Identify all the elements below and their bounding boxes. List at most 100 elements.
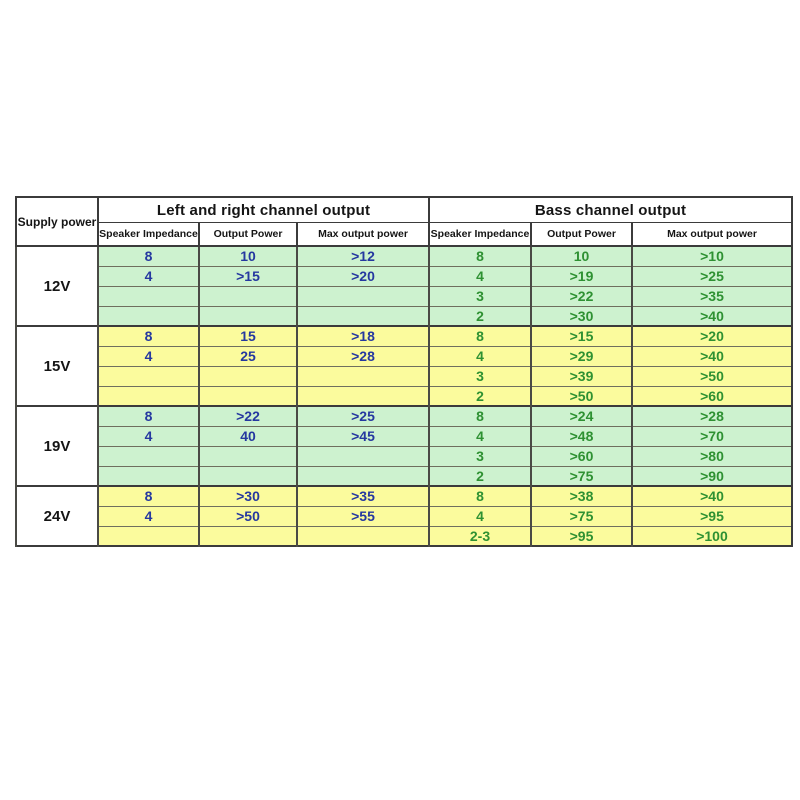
- bass-channel-cell: 10: [530, 245, 633, 267]
- bass-channel-cell: >20: [631, 325, 793, 347]
- bass-channel-cell: >39: [530, 365, 633, 387]
- bass-channel-cell: 2-3: [428, 525, 532, 547]
- lr-channel-cell: [296, 465, 430, 487]
- table-row: 4 >50 >55 4 >75 >95: [16, 505, 793, 527]
- table-row: 2 >75 >90: [16, 465, 793, 487]
- supply-voltage-19v: 19V: [15, 405, 99, 487]
- lr-channel-cell: >30: [198, 485, 298, 507]
- table-row: 15V 8 15 >18 8 >15 >20: [15, 325, 793, 407]
- bass-channel-cell: >10: [631, 245, 793, 267]
- bass-channel-cell: 8: [428, 245, 532, 267]
- lr-channel-cell: [198, 445, 298, 467]
- lr-channel-cell: 8: [97, 405, 200, 427]
- subheader-bass-speaker-impedance: Speaker Impedance: [428, 222, 532, 247]
- bass-channel-cell: 2: [428, 385, 532, 407]
- lr-channel-cell: [198, 305, 298, 327]
- lr-channel-cell: >18: [296, 325, 430, 347]
- bass-channel-cell: 3: [428, 445, 532, 467]
- lr-channel-cell: >25: [296, 405, 430, 427]
- bass-channel-cell: 2: [428, 465, 532, 487]
- bass-channel-cell: 4: [428, 425, 532, 447]
- group-header-row: Supply power Left and right channel outp…: [15, 196, 793, 247]
- lr-channel-cell: 10: [198, 245, 298, 267]
- bass-channel-cell: 8: [428, 485, 532, 507]
- lr-channel-cell: [97, 445, 200, 467]
- lr-channel-cell: [97, 365, 200, 387]
- lr-channel-cell: 8: [97, 245, 200, 267]
- lr-channel-cell: >50: [198, 505, 298, 527]
- supply-power-header: Supply power: [15, 196, 99, 247]
- lr-channel-cell: [97, 525, 200, 547]
- lr-channel-cell: [198, 465, 298, 487]
- table-row: 2 >30 >40: [16, 305, 793, 327]
- lr-channel-cell: >15: [198, 265, 298, 287]
- lr-channel-cell: 4: [97, 345, 200, 367]
- bass-channel-cell: >29: [530, 345, 633, 367]
- lr-channel-cell: [198, 525, 298, 547]
- table-row: 24V 8 >30 >35 8 >38 >40: [15, 485, 793, 547]
- lr-channel-cell: >20: [296, 265, 430, 287]
- table-row: 12V 8 10 >12 8 10 >10: [15, 245, 793, 327]
- bass-channel-cell: >50: [530, 385, 633, 407]
- bass-channel-cell: 3: [428, 365, 532, 387]
- table-row: 4 25 >28 4 >29 >40: [16, 345, 793, 367]
- lr-channel-cell: >28: [296, 345, 430, 367]
- lr-channel-cell: [97, 305, 200, 327]
- bass-channel-cell: >80: [631, 445, 793, 467]
- lr-channel-cell: >55: [296, 505, 430, 527]
- spec-table: Supply power Left and right channel outp…: [15, 196, 793, 547]
- lr-channel-cell: >45: [296, 425, 430, 447]
- lr-channel-cell: 15: [198, 325, 298, 347]
- lr-channel-cell: >22: [198, 405, 298, 427]
- bass-channel-cell: >95: [530, 525, 633, 547]
- bass-channel-cell: 2: [428, 305, 532, 327]
- group-header-left-right-channel: Left and right channel output: [97, 196, 430, 223]
- table-row: 3 >60 >80: [16, 445, 793, 467]
- bass-channel-cell: >70: [631, 425, 793, 447]
- bass-channel-cell: >95: [631, 505, 793, 527]
- lr-channel-cell: 8: [97, 485, 200, 507]
- bass-channel-cell: >15: [530, 325, 633, 347]
- bass-channel-cell: 4: [428, 345, 532, 367]
- supply-voltage-12v: 12V: [15, 245, 99, 327]
- table-row: 2-3 >95 >100: [16, 525, 793, 547]
- lr-channel-cell: [296, 285, 430, 307]
- subheader-lr-max-output-power: Max output power: [296, 222, 430, 247]
- bass-channel-cell: >40: [631, 485, 793, 507]
- lr-channel-cell: [296, 385, 430, 407]
- subheader-bass-max-output-power: Max output power: [631, 222, 793, 247]
- lr-channel-cell: [296, 305, 430, 327]
- bass-channel-cell: >75: [530, 465, 633, 487]
- bass-channel-cell: >48: [530, 425, 633, 447]
- subheader-lr-output-power: Output Power: [198, 222, 298, 247]
- table-row: 4 40 >45 4 >48 >70: [16, 425, 793, 447]
- bass-channel-cell: >38: [530, 485, 633, 507]
- supply-voltage-15v: 15V: [15, 325, 99, 407]
- lr-channel-cell: [97, 385, 200, 407]
- lr-channel-cell: >12: [296, 245, 430, 267]
- table-row: 19V 8 >22 >25 8 >24 >28: [15, 405, 793, 487]
- lr-channel-cell: [198, 285, 298, 307]
- bass-channel-cell: >75: [530, 505, 633, 527]
- subheader-bass-output-power: Output Power: [530, 222, 633, 247]
- table-row: 2 >50 >60: [16, 385, 793, 407]
- supply-voltage-24v: 24V: [15, 485, 99, 547]
- lr-channel-cell: 40: [198, 425, 298, 447]
- lr-channel-cell: [296, 525, 430, 547]
- bass-channel-cell: >22: [530, 285, 633, 307]
- lr-channel-cell: 4: [97, 505, 200, 527]
- bass-channel-cell: 3: [428, 285, 532, 307]
- bass-channel-cell: >19: [530, 265, 633, 287]
- bass-channel-cell: >50: [631, 365, 793, 387]
- bass-channel-cell: 4: [428, 505, 532, 527]
- bass-channel-cell: >28: [631, 405, 793, 427]
- group-header-bass-channel: Bass channel output: [428, 196, 793, 223]
- bass-channel-cell: 8: [428, 405, 532, 427]
- bass-channel-cell: >60: [631, 385, 793, 407]
- bass-channel-cell: 8: [428, 325, 532, 347]
- lr-channel-cell: 25: [198, 345, 298, 367]
- lr-channel-cell: 8: [97, 325, 200, 347]
- lr-channel-cell: 4: [97, 425, 200, 447]
- lr-channel-cell: >35: [296, 485, 430, 507]
